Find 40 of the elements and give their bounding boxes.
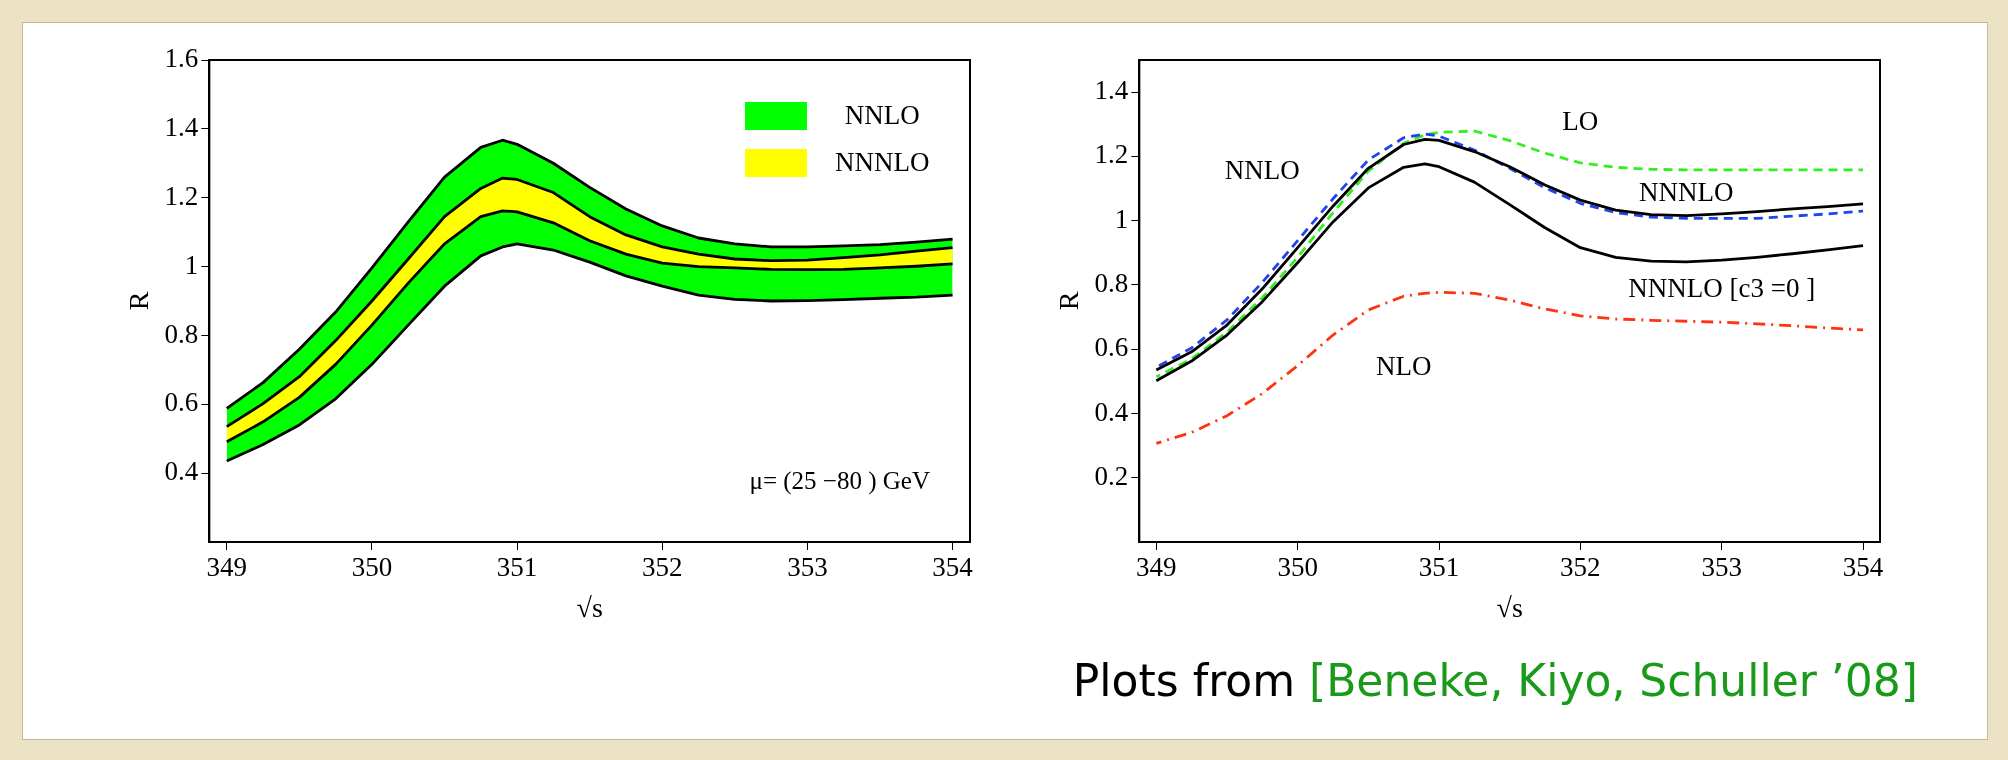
text: [Beneke, Kiyo, Schuller ’08] xyxy=(1308,655,1918,706)
y-tick-label: 0.2 xyxy=(1094,460,1129,491)
x-tick-label: 352 xyxy=(1560,552,1601,583)
text: Plots from xyxy=(1072,655,1296,706)
y-tick-label: 1.2 xyxy=(1094,139,1129,170)
series-label: NNLO xyxy=(1224,155,1300,186)
x-tick-label: 349 xyxy=(206,552,248,583)
series-label: NNNLO xyxy=(1639,176,1734,207)
y-tick-label: 0.6 xyxy=(164,387,199,418)
y-tick-label: 0.4 xyxy=(1094,396,1129,427)
y-tick-label: 1.6 xyxy=(164,43,199,74)
x-tick-label: 352 xyxy=(642,552,683,583)
y-axis-title: R xyxy=(1053,291,1085,311)
x-tick-label: 350 xyxy=(351,552,393,583)
x-tick-label: 353 xyxy=(787,552,828,583)
y-tick-label: 0.8 xyxy=(164,318,199,349)
y-tick-label: 1 xyxy=(184,249,199,280)
y-tick-label: 0.6 xyxy=(1094,332,1129,363)
y-tick-label: 1.4 xyxy=(164,111,199,142)
y-tick-label: 1 xyxy=(1114,203,1129,234)
legend-label: NNNLO xyxy=(835,147,930,178)
x-tick-label: 354 xyxy=(932,552,974,583)
y-tick-label: 0.4 xyxy=(164,456,199,487)
x-tick-label: 354 xyxy=(1842,552,1884,583)
x-tick-label: 351 xyxy=(1418,552,1460,583)
y-tick-label: 1.4 xyxy=(1094,75,1129,106)
x-tick-label: 353 xyxy=(1701,552,1742,583)
annotation: μ= (25 −80 ) GeV xyxy=(749,466,930,495)
x-axis-title: √s xyxy=(1496,591,1523,623)
y-tick-label: 0.8 xyxy=(1094,268,1129,299)
series-label: NLO xyxy=(1375,351,1432,382)
x-tick-label: 350 xyxy=(1277,552,1318,583)
legend-label: NNLO xyxy=(843,100,921,131)
x-axis-title: √s xyxy=(576,591,603,623)
series-label: LO xyxy=(1562,105,1599,136)
y-axis-title: R xyxy=(123,291,155,311)
x-tick-label: 349 xyxy=(1136,552,1177,583)
x-tick-label: 351 xyxy=(496,552,538,583)
series-label: NNNLO [c3 =0 ] xyxy=(1628,273,1816,304)
y-tick-label: 1.2 xyxy=(164,180,199,211)
